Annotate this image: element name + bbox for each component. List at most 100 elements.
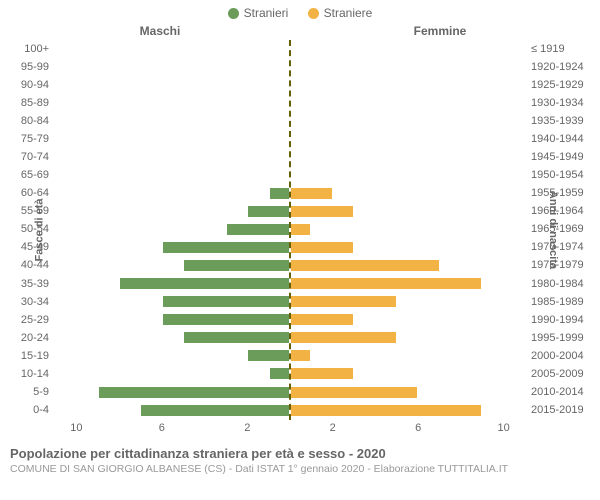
age-label: 25-29 [10,314,55,326]
bar-male [226,223,290,236]
year-label: 1930-1934 [525,97,590,109]
year-label: 1970-1974 [525,241,590,253]
table-row: 10-14 2005-2009 [10,365,590,383]
x-tick: 10 [70,422,82,434]
table-row: 5-9 2010-2014 [10,383,590,401]
bar-female [290,349,311,362]
year-label: 1995-1999 [525,332,590,344]
x-tick: 6 [159,422,165,434]
table-row: 100+ ≤ 1919 [10,40,590,58]
x-tick: 10 [498,422,510,434]
age-label: 80-84 [10,115,55,127]
table-row: 30-34 1985-1989 [10,293,590,311]
x-tick: 2 [330,422,336,434]
chart-rows: 100+ ≤ 1919 95-99 1920-1924 90-94 1925-1929 85… [10,40,590,420]
age-label: 90-94 [10,79,55,91]
chart-footer: Popolazione per cittadinanza straniera p… [10,446,590,475]
table-row: 20-24 1995-1999 [10,329,590,347]
age-label: 75-79 [10,133,55,145]
table-row: 95-99 1920-1924 [10,58,590,76]
year-label: 1960-1964 [525,205,590,217]
age-label: 0-4 [10,404,55,416]
year-label: 1990-1994 [525,314,590,326]
age-label: 5-9 [10,386,55,398]
legend-label-male: Stranieri [244,6,289,20]
bar-male [162,313,290,326]
bar-male [183,331,290,344]
bar-female [290,295,397,308]
bar-male [269,187,290,200]
header-female: Femmine [335,24,600,38]
year-label: 1955-1959 [525,187,590,199]
age-label: 70-74 [10,151,55,163]
year-label: 1935-1939 [525,115,590,127]
bar-female [290,241,354,254]
bar-female [290,277,482,290]
year-label: ≤ 1919 [525,43,590,55]
x-tick: 6 [415,422,421,434]
age-label: 45-49 [10,241,55,253]
bar-male [162,241,290,254]
table-row: 65-691950-1954 [10,166,590,184]
age-label: 10-14 [10,368,55,380]
table-row: 25-29 1990-1994 [10,311,590,329]
year-label: 1985-1989 [525,296,590,308]
age-label: 100+ [10,43,55,55]
legend-dot-female [308,8,319,19]
year-label: 2005-2009 [525,368,590,380]
table-row: 40-441975-1979 [10,256,590,274]
year-label: 2010-2014 [525,386,590,398]
table-row: 0-42015-2019 [10,401,590,419]
age-label: 40-44 [10,259,55,271]
bar-female [290,386,418,399]
age-label: 30-34 [10,296,55,308]
table-row: 55-59 1960-1964 [10,202,590,220]
x-tick: 2 [244,422,250,434]
age-label: 50-54 [10,223,55,235]
table-row: 50-54 1965-1969 [10,220,590,238]
pyramid-chart: Fasce di età Anni di nascita 100+≤ 19199… [10,40,590,420]
bar-male [140,404,290,417]
year-label: 1945-1949 [525,151,590,163]
legend: Stranieri Straniere [0,0,600,24]
table-row: 15-19 2000-2004 [10,347,590,365]
age-label: 95-99 [10,61,55,73]
age-label: 85-89 [10,97,55,109]
header-male: Maschi [0,24,265,38]
legend-item-male: Stranieri [228,6,289,20]
bar-female [290,205,354,218]
bar-female [290,331,397,344]
x-axis-ticks: 10 6 2 2 6 10 [55,422,525,436]
year-label: 2000-2004 [525,350,590,362]
bar-male [162,295,290,308]
legend-dot-male [228,8,239,19]
bar-male [269,367,290,380]
footer-subtitle: COMUNE DI SAN GIORGIO ALBANESE (CS) - Da… [10,463,590,475]
bar-male [247,205,290,218]
bar-female [290,313,354,326]
year-label: 1980-1984 [525,278,590,290]
year-label: 1925-1929 [525,79,590,91]
column-headers: Maschi Femmine [0,24,600,38]
bar-male [119,277,290,290]
footer-title: Popolazione per cittadinanza straniera p… [10,446,590,461]
bar-female [290,187,333,200]
age-label: 55-59 [10,205,55,217]
year-label: 1965-1969 [525,223,590,235]
bar-female [290,367,354,380]
table-row: 85-89 1930-1934 [10,94,590,112]
bar-female [290,223,311,236]
age-label: 15-19 [10,350,55,362]
table-row: 45-49 1970-1974 [10,238,590,256]
age-label: 20-24 [10,332,55,344]
table-row: 70-74 1945-1949 [10,148,590,166]
bar-male [183,259,290,272]
legend-label-female: Straniere [324,6,373,20]
table-row: 35-391980-1984 [10,275,590,293]
x-axis: 10 6 2 2 6 10 [10,422,590,436]
year-label: 1940-1944 [525,133,590,145]
chart-container: Stranieri Straniere Maschi Femmine Fasce… [0,0,600,500]
year-label: 1950-1954 [525,169,590,181]
year-label: 1920-1924 [525,61,590,73]
bar-male [98,386,290,399]
